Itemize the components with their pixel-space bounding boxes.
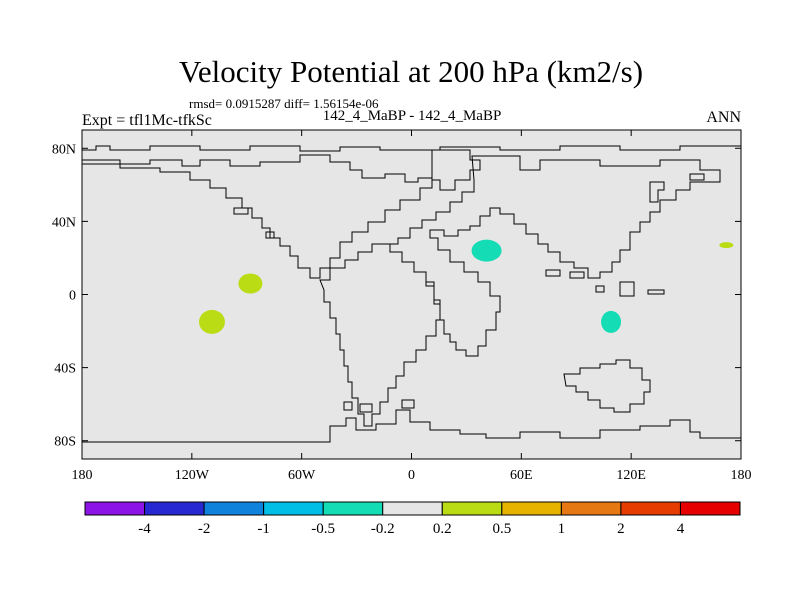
arctic-islands xyxy=(233,173,705,239)
x-tick-label: 120W xyxy=(175,468,210,483)
y-tick-label: 0 xyxy=(69,289,76,304)
arctic-coastline xyxy=(82,145,741,152)
colorbar-swatch xyxy=(679,501,741,516)
colorbar-label: -0.5 xyxy=(311,521,335,537)
positive-patch-east-pacific xyxy=(238,273,263,294)
colorbar-label: 1 xyxy=(558,521,566,537)
colorbar-swatch xyxy=(560,501,622,516)
colorbar-label: 0.5 xyxy=(492,521,511,537)
greenland-coastline xyxy=(431,149,481,191)
x-tick-label: 180 xyxy=(731,468,752,483)
anomaly-layer xyxy=(198,239,734,334)
colorbar-label: -2 xyxy=(198,521,211,537)
colorbar-swatch xyxy=(84,501,146,516)
colorbar-label: 0.2 xyxy=(433,521,452,537)
y-axis: 80N 40N 0 40S 80S xyxy=(52,142,741,450)
japan-islands xyxy=(649,181,665,203)
antarctica-coastline xyxy=(82,409,741,443)
y-tick-label: 80N xyxy=(52,142,76,157)
colorbar-swatch xyxy=(263,501,324,516)
colorbar-swatch xyxy=(203,501,265,516)
y-tick-label: 40S xyxy=(54,362,76,377)
colorbar-label: 2 xyxy=(617,521,625,537)
case-comparison-label: 142_4_MaBP - 142_4_MaBP xyxy=(323,108,502,124)
plot-area xyxy=(81,129,742,460)
experiment-label: Expt = tfl1Mc-tfkSc xyxy=(82,112,212,129)
stats-line: rmsd= 0.0915287 diff= 1.56154e-06 xyxy=(189,96,379,111)
negative-patch-indian-ocean xyxy=(601,310,622,333)
x-tick-label: 180 xyxy=(72,468,93,483)
colorbar-swatch xyxy=(144,501,205,516)
australia-coastline xyxy=(563,359,651,413)
antarctic-islands xyxy=(343,399,415,413)
positive-patch-south-pacific xyxy=(198,309,225,334)
colorbar-swatch xyxy=(441,501,503,516)
colorbar: -4 -2 -1 -0.5 -0.2 0.2 0.5 1 2 4 xyxy=(84,501,741,537)
colorbar-label: -4 xyxy=(138,521,151,537)
colorbar-label: 4 xyxy=(677,521,685,537)
x-tick-label: 0 xyxy=(408,468,415,483)
coastlines xyxy=(82,145,741,443)
negative-patch-north-africa xyxy=(471,239,502,262)
positive-patch-west-pacific xyxy=(719,242,734,249)
x-tick-label: 60W xyxy=(288,468,316,483)
colorbar-swatch xyxy=(382,501,443,516)
x-tick-label: 120E xyxy=(616,468,646,483)
indonesia-islands xyxy=(545,269,665,297)
y-tick-label: 40N xyxy=(52,215,76,230)
colorbar-swatch xyxy=(501,501,562,516)
north-america-coastline xyxy=(82,154,433,279)
x-tick-label: 60E xyxy=(510,468,533,483)
season-label: ANN xyxy=(706,109,741,126)
colorbar-label: -1 xyxy=(257,521,270,537)
colorbar-swatch xyxy=(322,501,384,516)
eurasia-africa-coastline xyxy=(389,155,721,357)
x-axis: 180 120W 60W 0 60E 120E 180 xyxy=(72,130,752,483)
colorbar-label: -0.2 xyxy=(371,521,395,537)
colorbar-swatch xyxy=(620,501,681,516)
y-tick-label: 80S xyxy=(54,435,76,450)
map-background xyxy=(82,130,741,459)
chart-title: Velocity Potential at 200 hPa (km2/s) xyxy=(179,54,643,89)
